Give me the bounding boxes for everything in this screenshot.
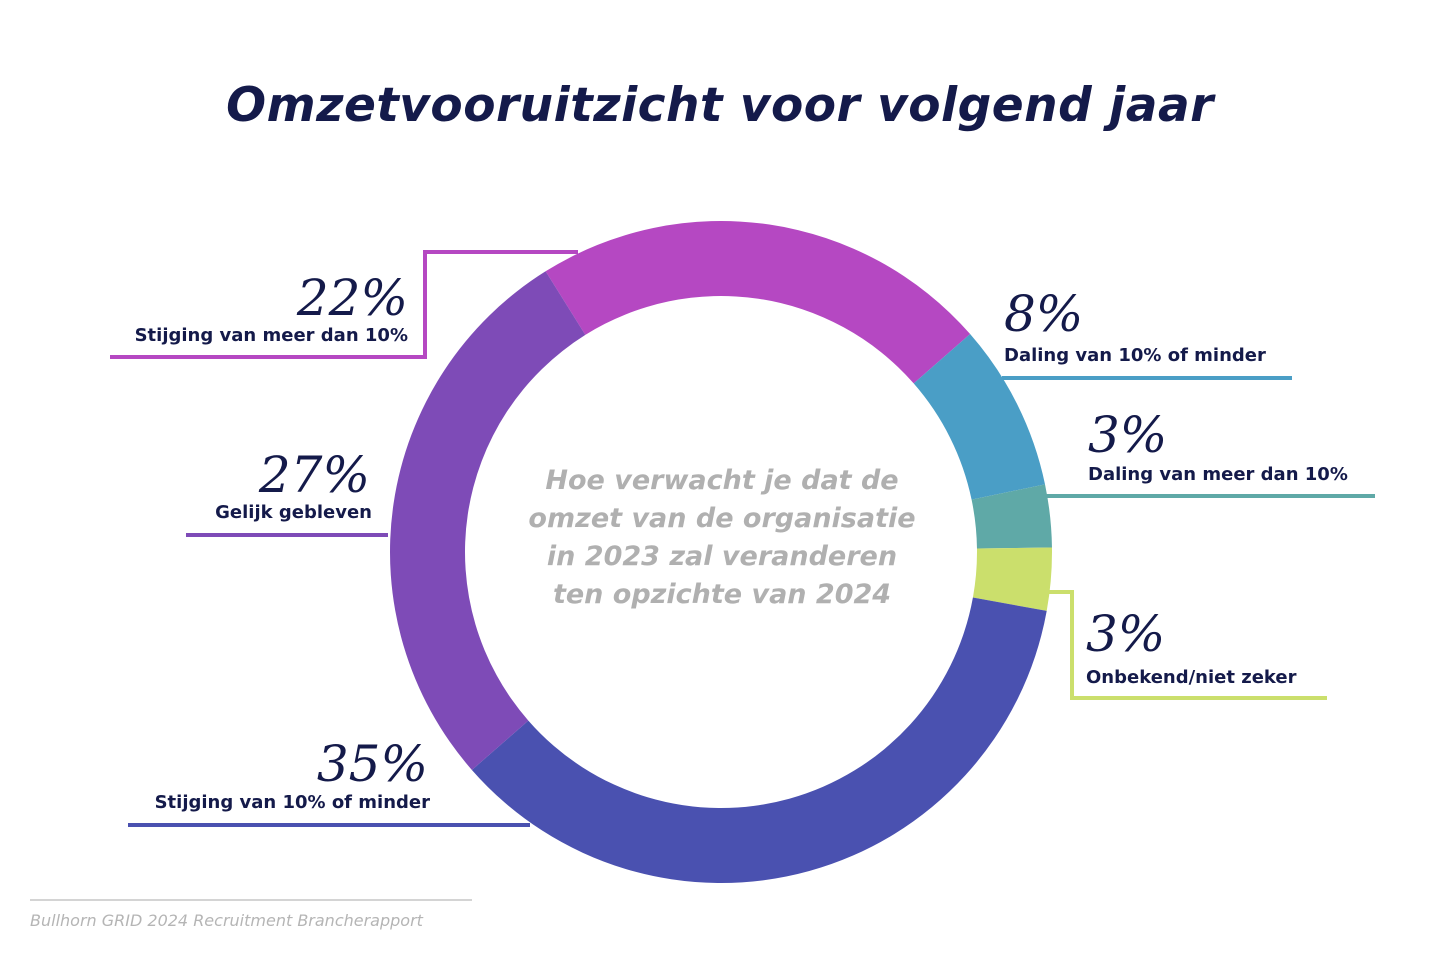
donut-slices [390,221,1053,884]
slice-percent-label: 3% [1086,605,1165,663]
slice-percent-label: 3% [1088,406,1167,464]
source-note: Bullhorn GRID 2024 Recruitment Branchera… [30,911,423,930]
chart-title: Omzetvooruitzicht voor volgend jaar [226,78,1214,133]
donut-slice [913,334,1046,500]
center-question: Hoe verwacht je dat de omzet van de orga… [528,465,916,610]
donut-slice [972,547,1053,611]
donut-slice [545,221,971,384]
slice-percent-label: 35% [317,735,428,793]
slice-category-label: Stijging van meer dan 10% [135,325,408,346]
donut-slice [390,271,586,770]
slice-category-label: Stijging van 10% of minder [155,792,431,813]
slice-percent-label: 27% [258,446,370,504]
slice-category-label: Gelijk gebleven [215,502,372,523]
donut-slice [971,484,1052,549]
slice-percent-label: 8% [1004,285,1083,343]
donut-slice [471,597,1047,884]
leader-line [110,250,578,359]
slice-category-label: Daling van meer dan 10% [1088,464,1348,485]
leader-line [1048,590,1327,700]
slice-category-label: Onbekend/niet zeker [1086,667,1297,688]
source-divider [30,899,472,901]
leader-lines [110,250,1375,827]
slice-percent-label: 22% [296,269,408,327]
slice-category-label: Daling van 10% of minder [1004,345,1266,366]
slice-labels: 22%Stijging van meer dan 10% 8%Daling van… [135,269,1348,813]
